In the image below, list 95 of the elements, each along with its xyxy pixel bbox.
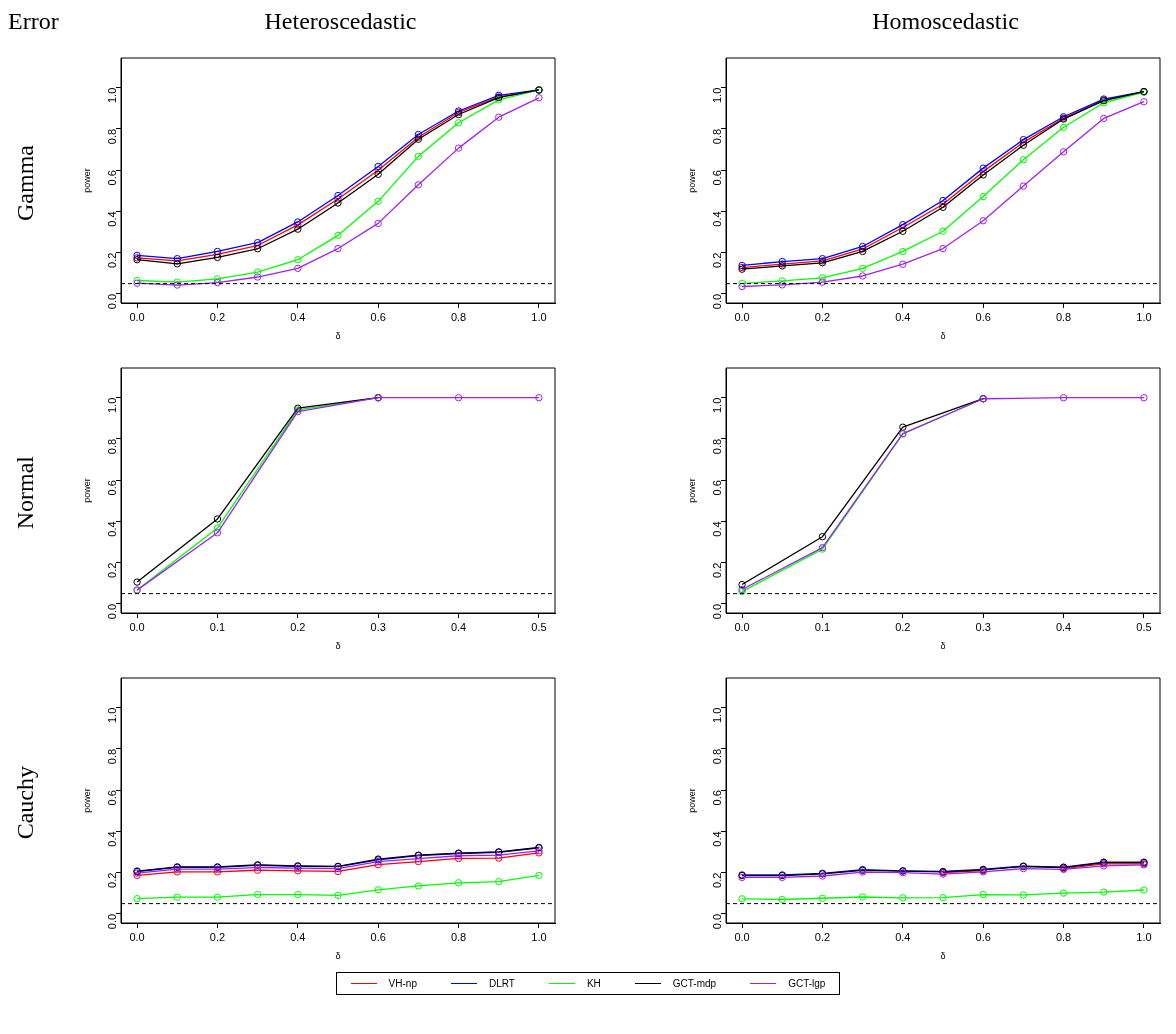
x-tick-label: 0.5 xyxy=(1136,620,1152,633)
x-tick-label: 0.2 xyxy=(290,620,306,633)
y-axis-title: power xyxy=(81,788,92,813)
y-axis-title: power xyxy=(81,168,92,193)
x-tick-label: 0.3 xyxy=(370,620,386,633)
x-tick-label: 0.0 xyxy=(129,620,145,633)
chart-title: Heteroscedastic xyxy=(263,8,418,35)
text: Error xyxy=(8,8,59,35)
y-tick-label: 0.2 xyxy=(106,252,119,268)
legend-label: GCT-lgp xyxy=(788,978,826,989)
x-tick-label: 0.8 xyxy=(1055,310,1072,323)
legend-label: VH-np xyxy=(388,978,417,989)
x-tick-label: 0.8 xyxy=(1055,930,1072,943)
y-tick-label: 0.4 xyxy=(711,831,724,847)
y-tick-label: 0.2 xyxy=(711,872,724,888)
x-tick-label: 1.0 xyxy=(531,310,547,323)
x-tick-label: 0.2 xyxy=(895,620,911,633)
y-tick-label: 0.0 xyxy=(711,913,724,930)
x-tick-label: 0.1 xyxy=(209,620,226,633)
x-axis-title: δ xyxy=(335,951,341,962)
chart-title: Homoscedastic xyxy=(871,8,1020,35)
y-tick-label: 0.0 xyxy=(106,603,119,620)
x-tick-label: 0.4 xyxy=(895,930,911,943)
y-tick-label: 0.4 xyxy=(106,831,119,847)
y-tick-label: 1.0 xyxy=(106,397,119,413)
x-axis-title: δ xyxy=(335,641,341,652)
y-tick-label: 1.0 xyxy=(106,707,119,723)
y-tick-label: 0.6 xyxy=(106,480,119,496)
y-tick-label: 0.2 xyxy=(711,252,724,268)
legend-label: GCT-mdp xyxy=(672,978,717,989)
y-axis-title: power xyxy=(81,478,92,503)
y-axis-title: power xyxy=(686,478,697,503)
y-tick-label: 0.2 xyxy=(106,562,119,578)
x-axis-title: δ xyxy=(335,331,341,342)
y-tick-label: 0.0 xyxy=(711,603,724,620)
x-axis-title: δ xyxy=(940,951,946,962)
y-tick-label: 0.0 xyxy=(106,293,119,310)
text: Cauchy xyxy=(12,766,39,840)
x-tick-label: 0.2 xyxy=(209,930,226,943)
y-tick-label: 0.4 xyxy=(711,521,724,537)
x-tick-label: 0.4 xyxy=(290,930,306,943)
y-tick-label: 0.6 xyxy=(711,480,724,496)
y-tick-label: 1.0 xyxy=(711,707,724,723)
legend-label: DLRT xyxy=(488,978,515,989)
y-tick-label: 0.2 xyxy=(711,562,724,578)
x-tick-label: 0.1 xyxy=(814,620,831,633)
x-tick-label: 0.6 xyxy=(370,930,386,943)
x-tick-label: 0.2 xyxy=(209,310,226,323)
x-tick-label: 0.2 xyxy=(814,310,831,323)
y-tick-label: 0.8 xyxy=(106,748,119,765)
x-axis-title: δ xyxy=(940,331,946,342)
y-tick-label: 0.4 xyxy=(106,521,119,537)
y-tick-label: 0.8 xyxy=(711,748,724,765)
y-axis-title: power xyxy=(686,168,697,193)
y-tick-label: 0.6 xyxy=(106,790,119,806)
x-tick-label: 0.0 xyxy=(129,310,145,323)
x-tick-label: 0.6 xyxy=(975,310,991,323)
x-tick-label: 0.5 xyxy=(531,620,547,633)
y-tick-label: 1.0 xyxy=(711,87,724,103)
y-tick-label: 0.8 xyxy=(711,128,724,145)
y-tick-label: 0.8 xyxy=(106,128,119,145)
x-tick-label: 0.4 xyxy=(450,620,467,633)
x-tick-label: 0.2 xyxy=(814,930,831,943)
y-tick-label: 0.8 xyxy=(711,438,724,455)
x-tick-label: 0.3 xyxy=(975,620,991,633)
x-tick-label: 0.8 xyxy=(450,930,467,943)
y-tick-label: 0.6 xyxy=(711,170,724,186)
y-tick-label: 1.0 xyxy=(106,87,119,103)
text: Normal xyxy=(12,456,39,530)
y-tick-label: 0.6 xyxy=(711,790,724,806)
x-tick-label: 0.4 xyxy=(290,310,306,323)
x-tick-label: 0.4 xyxy=(895,310,911,323)
y-tick-label: 0.2 xyxy=(106,872,119,888)
x-tick-label: 0.0 xyxy=(734,620,750,633)
y-axis-title: power xyxy=(686,788,697,813)
y-tick-label: 0.0 xyxy=(106,913,119,930)
x-axis-title: δ xyxy=(940,641,946,652)
y-tick-label: 0.4 xyxy=(711,211,724,227)
y-tick-label: 0.6 xyxy=(106,170,119,186)
x-tick-label: 0.6 xyxy=(370,310,386,323)
x-tick-label: 1.0 xyxy=(1136,930,1152,943)
text: Gamma xyxy=(12,145,39,221)
y-tick-label: 0.8 xyxy=(106,438,119,455)
x-tick-label: 0.6 xyxy=(975,930,991,943)
x-tick-label: 0.0 xyxy=(129,930,145,943)
x-tick-label: 1.0 xyxy=(531,930,547,943)
x-tick-label: 0.8 xyxy=(450,310,467,323)
x-tick-label: 1.0 xyxy=(1136,310,1152,323)
y-tick-label: 0.0 xyxy=(711,293,724,310)
legend-label: KH xyxy=(586,978,601,989)
y-tick-label: 0.4 xyxy=(106,211,119,227)
y-tick-label: 1.0 xyxy=(711,397,724,413)
x-tick-label: 0.0 xyxy=(734,930,750,943)
x-tick-label: 0.4 xyxy=(1055,620,1072,633)
x-tick-label: 0.0 xyxy=(734,310,750,323)
